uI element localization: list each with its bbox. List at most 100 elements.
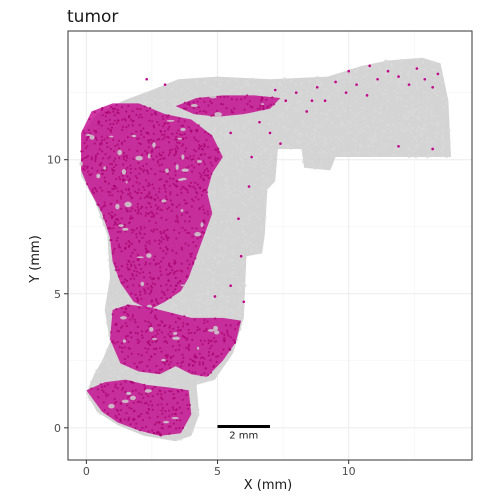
tissue-point	[448, 140, 451, 144]
tumor-point	[146, 169, 149, 173]
tissue-point	[429, 109, 433, 112]
tissue-point	[153, 98, 157, 102]
tumor-point	[152, 187, 155, 190]
tumor-point	[176, 281, 179, 285]
tumor-gap	[152, 142, 156, 148]
tumor-point	[268, 131, 272, 135]
tumor-point	[136, 297, 139, 300]
tumor-point	[173, 288, 177, 291]
tumor-point	[187, 165, 190, 168]
tumor-point	[136, 202, 139, 206]
tumor-point	[188, 232, 191, 235]
tissue-point	[299, 82, 303, 86]
tumor-point	[175, 145, 178, 148]
tumor-point	[83, 168, 86, 171]
tumor-point	[147, 212, 150, 216]
tumor-point	[129, 164, 132, 167]
tumor-point	[161, 398, 164, 401]
tissue-point	[224, 127, 228, 131]
tumor-point	[207, 341, 210, 345]
tumor-point	[215, 109, 218, 112]
tissue-point	[294, 82, 298, 86]
tumor-point	[355, 83, 358, 86]
tumor-point	[176, 329, 180, 332]
tumor-point	[200, 144, 203, 148]
tissue-point	[269, 87, 273, 91]
tumor-point	[146, 412, 150, 415]
tissue-point	[379, 119, 383, 123]
tissue-point	[130, 427, 134, 431]
tumor-point	[179, 365, 182, 368]
tumor-point	[101, 107, 104, 110]
tissue-point	[434, 135, 438, 139]
tumor-point	[127, 268, 130, 271]
tumor-point	[230, 109, 233, 112]
tumor-point	[145, 261, 148, 264]
tumor-gap	[149, 327, 154, 332]
tumor-point	[112, 166, 116, 169]
tumor-point	[135, 113, 138, 117]
tissue-point	[233, 214, 237, 218]
tumor-point	[229, 348, 232, 351]
tumor-point	[162, 238, 165, 241]
tumor-point	[129, 423, 132, 426]
tumor-point	[169, 191, 172, 194]
tumor-point	[194, 257, 197, 260]
tissue-point	[404, 104, 408, 108]
tissue-point	[422, 128, 426, 132]
tumor-point	[114, 383, 117, 386]
tumor-point	[186, 188, 189, 191]
tumor-point	[122, 152, 126, 155]
tumor-point	[151, 212, 154, 215]
tumor-point	[131, 196, 134, 199]
tumor-point	[145, 206, 148, 209]
tumor-point	[169, 284, 172, 287]
tissue-point	[374, 94, 378, 98]
tumor-point	[171, 148, 174, 151]
tumor-point	[215, 360, 218, 364]
tissue-point	[416, 128, 420, 132]
tissue-point	[129, 99, 133, 103]
tumor-point	[143, 168, 146, 171]
tumor-point	[198, 186, 202, 189]
tumor-point	[191, 227, 194, 230]
tissue-point	[297, 142, 301, 146]
tissue-point	[308, 79, 312, 83]
tumor-point	[87, 128, 90, 132]
tumor-point	[147, 250, 150, 253]
tissue-point	[285, 115, 289, 119]
tumor-point	[150, 289, 153, 292]
tissue-point	[108, 373, 112, 377]
tumor-point	[118, 346, 121, 349]
tumor-point	[119, 246, 122, 249]
tissue-point	[305, 94, 309, 98]
tumor-point	[150, 113, 153, 116]
tissue-point	[230, 126, 234, 130]
tissue-point	[312, 132, 316, 136]
tumor-point	[180, 191, 183, 194]
tissue-point	[218, 253, 222, 257]
tissue-point	[106, 306, 110, 310]
tissue-point	[375, 126, 379, 130]
tissue-point	[344, 75, 348, 79]
tumor-point	[189, 185, 192, 188]
tissue-point	[247, 119, 251, 123]
tumor-point	[170, 390, 173, 393]
tissue-point	[150, 101, 154, 105]
tumor-point	[144, 347, 147, 350]
tumor-point	[129, 255, 133, 258]
tumor-point	[189, 358, 192, 361]
tumor-point	[226, 95, 229, 98]
tumor-point	[134, 321, 137, 324]
tissue-point	[132, 100, 136, 104]
tumor-point	[185, 275, 188, 278]
tumor-point	[167, 333, 170, 336]
tissue-point	[214, 254, 218, 258]
tumor-point	[120, 307, 123, 310]
tumor-point	[129, 318, 132, 321]
tissue-point	[210, 202, 214, 206]
tissue-point	[169, 98, 173, 102]
tissue-point	[236, 85, 240, 89]
tissue-point	[230, 274, 234, 278]
tumor-point	[151, 408, 154, 411]
